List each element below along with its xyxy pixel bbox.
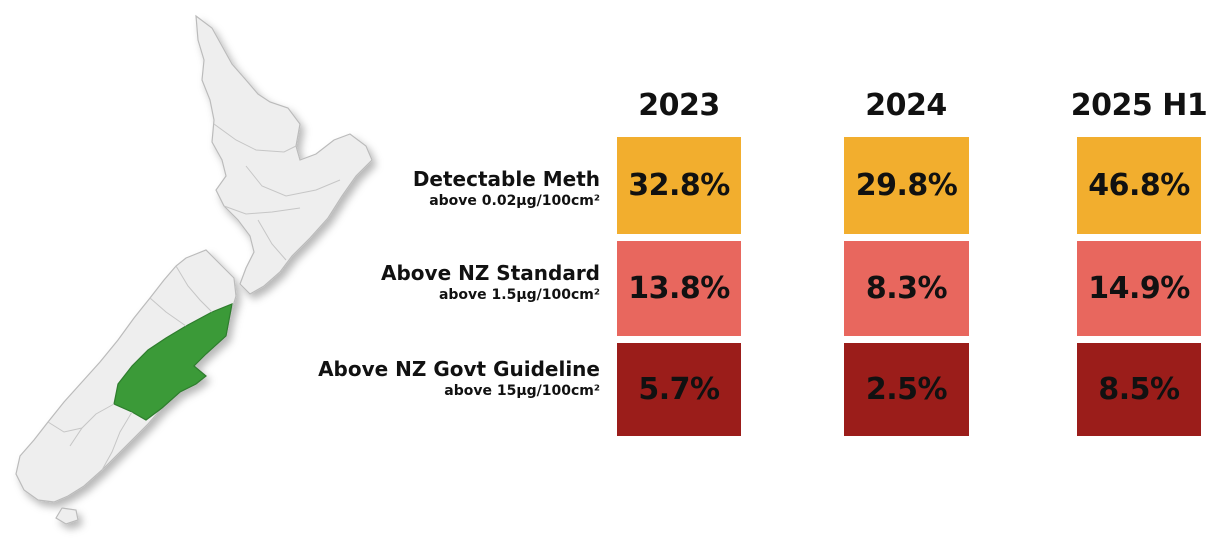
- row-label-guideline: Above NZ Govt Guideline above 15µg/100cm…: [318, 357, 600, 401]
- column-header-2024: 2024: [865, 88, 947, 123]
- stewart-island: [55, 507, 79, 525]
- row-label-standard: Above NZ Standard above 1.5µg/100cm²: [381, 261, 600, 305]
- cell-guideline-2025-h1: 8.5%: [1077, 343, 1201, 436]
- nz-map: [0, 0, 460, 540]
- row-label-sub: above 1.5µg/100cm²: [438, 287, 600, 303]
- region-boundaries: [47, 123, 341, 471]
- cell-standard-2025-h1: 14.9%: [1077, 241, 1201, 336]
- nz-map-graphic: [15, 14, 373, 525]
- row-label-main: Detectable Meth: [412, 167, 600, 191]
- row-label-main: Above NZ Govt Guideline: [318, 357, 600, 381]
- north-island: [195, 14, 373, 295]
- column-header-2025-h1: 2025 H1: [1070, 88, 1208, 123]
- cell-standard-2023: 13.8%: [617, 241, 741, 336]
- canterbury-region: [113, 303, 233, 421]
- row-label-main: Above NZ Standard: [381, 261, 600, 285]
- cell-detectable-2024: 29.8%: [844, 137, 969, 234]
- cell-guideline-2024: 2.5%: [844, 343, 969, 436]
- column-header-2023: 2023: [638, 88, 720, 123]
- row-label-detectable: Detectable Meth above 0.02µg/100cm²: [413, 167, 600, 211]
- cell-detectable-2025-h1: 46.8%: [1077, 137, 1201, 234]
- cell-guideline-2023: 5.7%: [617, 343, 741, 436]
- row-label-sub: above 0.02µg/100cm²: [429, 193, 600, 209]
- cell-detectable-2023: 32.8%: [617, 137, 741, 234]
- cell-standard-2024: 8.3%: [844, 241, 969, 336]
- row-label-sub: above 15µg/100cm²: [444, 383, 600, 399]
